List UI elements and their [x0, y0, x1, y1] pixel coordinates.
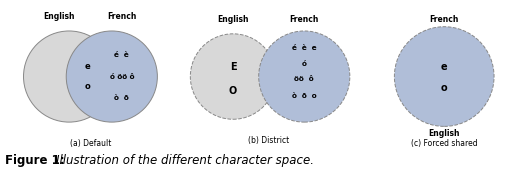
Circle shape — [190, 34, 276, 119]
Text: o: o — [85, 82, 90, 91]
Circle shape — [394, 27, 494, 126]
Text: ó: ó — [302, 61, 306, 67]
Text: (a) Default: (a) Default — [70, 139, 111, 148]
Text: é  è: é è — [114, 52, 129, 58]
Text: Figure 1:: Figure 1: — [5, 154, 69, 167]
Text: E: E — [230, 62, 236, 72]
Text: ò  ō: ò ō — [114, 95, 129, 101]
Text: English: English — [44, 12, 75, 21]
Circle shape — [259, 31, 350, 122]
Text: French: French — [429, 15, 459, 24]
Text: English: English — [428, 129, 460, 138]
Text: é  è  e: é è e — [292, 45, 317, 51]
Text: O: O — [229, 86, 237, 96]
Text: öö  ô: öö ô — [294, 76, 314, 82]
Text: o: o — [441, 83, 447, 93]
Text: English: English — [217, 15, 249, 24]
Text: ò  ō  o: ò ō o — [292, 93, 317, 100]
Text: e: e — [85, 62, 90, 71]
Text: French: French — [107, 12, 136, 21]
Text: Illustration of the different character space.: Illustration of the different character … — [56, 154, 314, 167]
Text: ó öö ô: ó öö ô — [110, 74, 134, 80]
Circle shape — [66, 31, 157, 122]
Text: French: French — [289, 15, 319, 24]
Circle shape — [23, 31, 115, 122]
Text: e: e — [441, 62, 447, 72]
Text: (c) Forced shared: (c) Forced shared — [411, 139, 478, 148]
Text: (b) District: (b) District — [248, 136, 289, 145]
